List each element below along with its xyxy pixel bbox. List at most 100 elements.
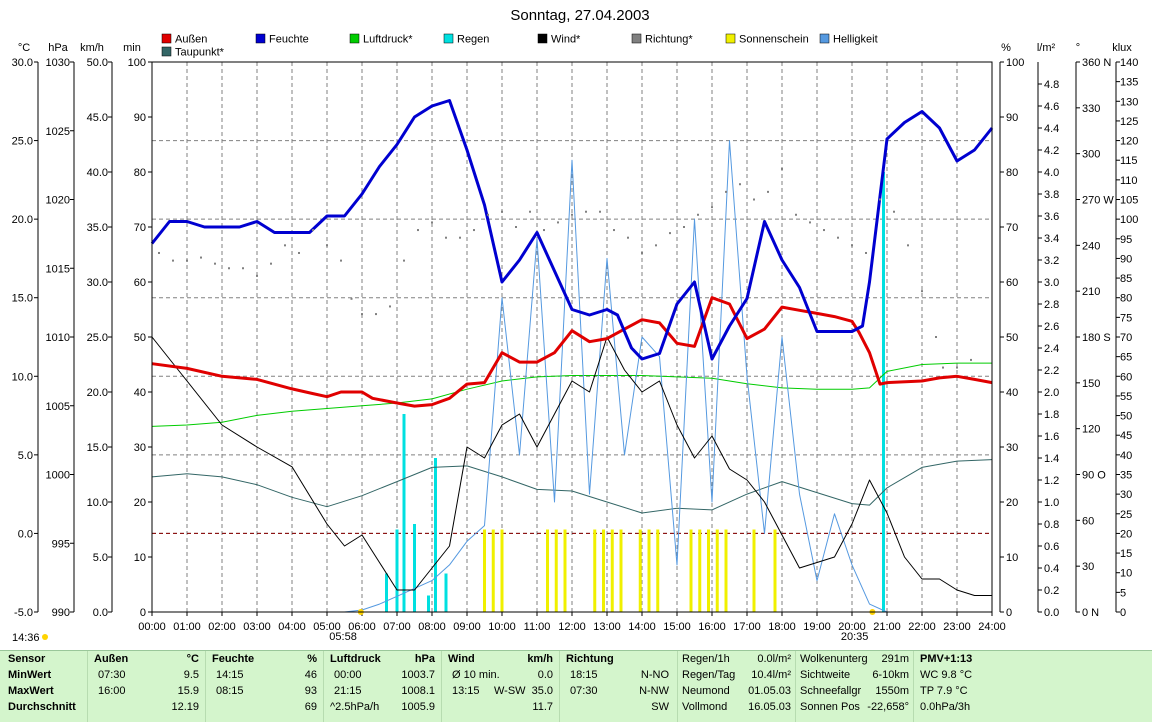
x-tick-label: 18:00 xyxy=(768,621,796,633)
richtung-point xyxy=(669,232,671,235)
wind-min-label: Ø 10 min. xyxy=(452,669,500,681)
light-tick-label: 10 xyxy=(1120,568,1132,580)
rain-tick-label: 1.0 xyxy=(1044,497,1059,509)
richtung-point xyxy=(501,210,503,213)
schneefallgr-label: Schneefallgr xyxy=(800,685,862,697)
luftdruck-max: 1008.1 xyxy=(401,685,435,697)
x-tick-label: 16:00 xyxy=(698,621,726,633)
light-tick-label: 115 xyxy=(1120,155,1138,167)
direction-tick-label: 330 xyxy=(1082,103,1100,115)
light-tick-label: 5 xyxy=(1120,587,1126,599)
rain-tick-label: 4.8 xyxy=(1044,79,1059,91)
legend-label-feuchte: Feuchte xyxy=(269,34,309,46)
sonnenschein-bar xyxy=(554,529,558,612)
regen-tag: 10.4l/m² xyxy=(751,669,791,681)
regen-bar xyxy=(427,595,430,612)
richtung-point xyxy=(158,251,160,254)
richtung-point xyxy=(795,213,797,216)
richtung-point xyxy=(970,358,972,361)
humidity-tick-label: 100 xyxy=(1006,57,1024,69)
rain-tick-label: 0.0 xyxy=(1044,607,1059,619)
humidity-tick-label: 60 xyxy=(1006,277,1018,289)
wind-unit: km/h xyxy=(527,653,553,665)
regen-bar xyxy=(434,458,437,612)
feuchte-max: 93 xyxy=(304,685,317,697)
direction-tick-label: 120 xyxy=(1082,424,1100,436)
temp-tick-label: 30.0 xyxy=(12,57,33,69)
light-tick-label: 40 xyxy=(1120,450,1132,462)
light-tick-label: 20 xyxy=(1120,528,1132,540)
wind-tick-label: 35.0 xyxy=(87,222,108,234)
richtung-point xyxy=(921,290,923,293)
richtung-point xyxy=(172,259,174,262)
direction-tick-label: 240 xyxy=(1082,240,1100,252)
x-tick-label: 06:00 xyxy=(348,621,376,633)
pressure-tick-label: 1030 xyxy=(46,57,70,69)
feuchte-unit: % xyxy=(307,653,317,665)
rain-tick-label: 2.0 xyxy=(1044,387,1059,399)
stats-label-max: MaxWert xyxy=(8,685,54,697)
pressure-tick-label: 1025 xyxy=(46,126,70,138)
wind-avg: 11.7 xyxy=(532,701,553,713)
stats-label-sensor: Sensor xyxy=(8,653,46,665)
taupunkt-value: TP 7.9 °C xyxy=(920,685,968,697)
legend-swatch-aussen xyxy=(161,33,172,44)
sonnenschein-bar xyxy=(546,529,549,612)
light-tick-label: 95 xyxy=(1120,234,1132,246)
legend-label-helligkeit: Helligkeit xyxy=(833,34,878,46)
chart-title: Sonntag, 27.04.2003 xyxy=(510,7,649,24)
light-tick-label: 80 xyxy=(1120,293,1132,305)
luftdruck-unit: hPa xyxy=(414,653,435,665)
pressure-tick-label: 1010 xyxy=(46,332,70,344)
sonnenschein-bar xyxy=(610,529,614,612)
humidity-tick-label: 30 xyxy=(1006,442,1018,454)
richtung-point xyxy=(837,236,839,239)
rain-tick-label: 4.4 xyxy=(1044,123,1059,135)
rain-tick-label: 3.6 xyxy=(1044,211,1059,223)
richtung-point xyxy=(242,267,244,270)
pressure-trend-3h: 0.0hPa/3h xyxy=(920,701,971,713)
richtung-point xyxy=(781,167,783,170)
series-line-feuchte xyxy=(150,99,994,361)
humidity-axis-unit: % xyxy=(1001,42,1011,54)
regen-bar xyxy=(395,529,399,612)
current-time-label: 14:36 xyxy=(12,632,40,644)
sonnen-pos-label: Sonnen Pos xyxy=(800,701,860,713)
regen-bar xyxy=(413,524,416,612)
light-tick-label: 35 xyxy=(1120,470,1132,482)
sun-tick-label: 50 xyxy=(134,332,146,344)
x-tick-label: 12:00 xyxy=(558,621,586,633)
x-tick-label: 05:00 xyxy=(313,621,341,633)
sun-tick-label: 10 xyxy=(134,552,146,564)
sonnenschein-bar xyxy=(483,529,486,612)
legend-label-richtung: Richtung* xyxy=(645,34,693,46)
regen-bar xyxy=(385,573,388,612)
richtung-point xyxy=(865,251,867,254)
light-tick-label: 110 xyxy=(1120,175,1138,187)
rain-tick-label: 1.4 xyxy=(1044,453,1059,465)
light-tick-label: 60 xyxy=(1120,371,1132,383)
series-line-luftdruck xyxy=(151,362,992,427)
direction-tick-label: 180 S xyxy=(1082,332,1111,344)
regen-bar xyxy=(882,172,885,612)
temp-tick-label: 5.0 xyxy=(18,450,33,462)
wind-tick-label: 40.0 xyxy=(87,167,108,179)
stats-label-min: MinWert xyxy=(8,669,52,681)
weather-chart: Sonntag, 27.04.2003 Außen Feuchte Luftdruc… xyxy=(12,7,1139,644)
direction-tick-label: 210 xyxy=(1082,286,1100,298)
light-tick-label: 70 xyxy=(1120,332,1132,344)
richtung-max: N-NW xyxy=(639,685,669,697)
feuchte-max-time: 08:15 xyxy=(216,685,244,697)
feuchte-avg: 69 xyxy=(304,701,317,713)
luftdruck-max-time: 21:15 xyxy=(334,685,362,697)
richtung-point xyxy=(725,190,727,193)
richtung-point xyxy=(270,262,272,265)
sichtweite-label: Sichtweite xyxy=(800,669,851,681)
wind-axis-unit: km/h xyxy=(80,42,104,54)
stats-richtung: Richtung 18:15 N-NO 07:30 N-NW SW xyxy=(560,651,678,722)
richtung-point xyxy=(739,183,741,186)
legend-label-sonnenschein: Sonnenschein xyxy=(739,34,809,46)
sun-markers: 05:58 20:35 14:36 xyxy=(12,609,876,644)
legend-label-wind: Wind* xyxy=(551,34,581,46)
rain-tick-label: 1.8 xyxy=(1044,409,1059,421)
